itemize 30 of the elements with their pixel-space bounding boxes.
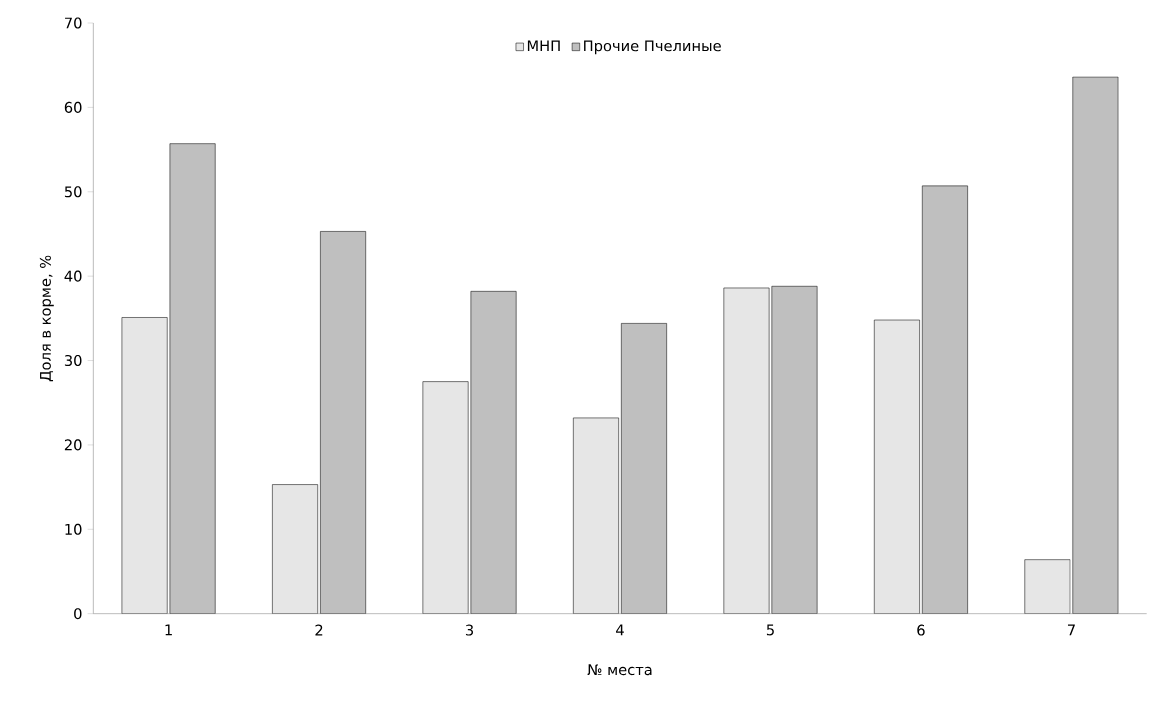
x-axis-title: № места	[587, 664, 652, 676]
bar	[621, 323, 667, 614]
bar	[272, 484, 318, 614]
y-axis-title: Доля в корме, %	[39, 255, 54, 382]
bar	[1072, 76, 1119, 614]
y-tick-label: 70	[65, 17, 82, 29]
bar	[1024, 559, 1071, 614]
x-tick-label: 4	[616, 624, 624, 636]
y-tick-label: 30	[64, 354, 82, 367]
bar	[320, 231, 366, 614]
x-tick-label: 7	[1067, 624, 1075, 636]
y-tick-label: 40	[64, 270, 82, 282]
bar	[422, 381, 469, 614]
y-tick-label: 20	[64, 439, 82, 451]
legend-label: МНП	[527, 40, 560, 52]
x-tick-label: 6	[917, 624, 925, 636]
y-tick-label: 50	[64, 186, 82, 198]
bar	[922, 185, 968, 614]
bar	[121, 317, 168, 614]
bar	[573, 417, 619, 614]
y-tick-label: 60	[64, 101, 82, 113]
legend-label: Прочие Пчелиные	[584, 40, 721, 55]
x-tick-label: 1	[165, 624, 172, 636]
x-tick-label: 2	[315, 624, 323, 636]
y-tick-label: 0	[74, 608, 82, 620]
x-tick-label: 3	[465, 624, 474, 636]
bar	[723, 287, 770, 614]
bar	[874, 319, 920, 614]
y-tick-label: 10	[65, 523, 82, 535]
x-tick-label: 5	[766, 624, 774, 636]
